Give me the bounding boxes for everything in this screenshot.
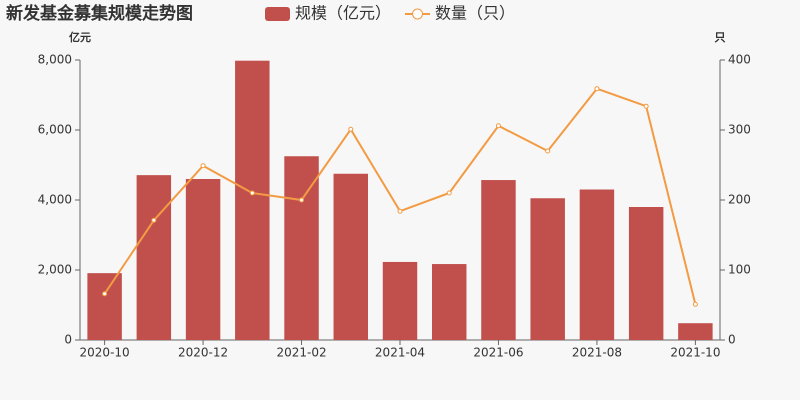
- line-point: [397, 208, 403, 214]
- x-tick-label: 2021-04: [375, 346, 425, 360]
- bar: [87, 273, 122, 340]
- line-point: [348, 126, 354, 132]
- bar: [432, 264, 467, 340]
- bar: [185, 179, 221, 340]
- line-point: [495, 123, 501, 129]
- legend-marker: [412, 8, 424, 20]
- x-tick-label: 2020-10: [80, 346, 130, 360]
- line-point: [200, 163, 206, 169]
- bar: [628, 207, 664, 340]
- bar: [284, 156, 319, 340]
- line-point: [102, 291, 108, 297]
- x-tick-label: 2021-10: [670, 346, 720, 360]
- x-tick-label: 2020-12: [178, 346, 228, 360]
- line-point: [545, 148, 551, 154]
- legend-marker: [265, 7, 290, 21]
- bar: [333, 173, 368, 340]
- y2-tick-label: 300: [728, 123, 751, 137]
- y-tick-label: 2,000: [38, 263, 72, 277]
- y-tick-label: 4,000: [38, 193, 72, 207]
- legend-label: 数量（只）: [435, 4, 515, 23]
- line-point: [299, 197, 305, 203]
- y2-tick-label: 400: [728, 53, 751, 67]
- legend-label: 规模（亿元）: [295, 4, 391, 23]
- line-point: [594, 86, 600, 92]
- line-point: [643, 103, 649, 109]
- y2-axis-label: 只: [715, 31, 726, 44]
- bar: [382, 261, 418, 340]
- y2-tick-label: 200: [728, 193, 751, 207]
- bar: [579, 189, 615, 340]
- line-point: [692, 301, 698, 307]
- line-point: [151, 217, 157, 223]
- chart-title: 新发基金募集规模走势图: [6, 3, 193, 24]
- x-tick-label: 2021-08: [572, 346, 622, 360]
- bar: [481, 180, 516, 340]
- y-tick-label: 0: [64, 333, 72, 347]
- x-tick-label: 2021-02: [276, 346, 326, 360]
- bar: [530, 198, 565, 340]
- y-axis-label: 亿元: [69, 30, 91, 44]
- y2-tick-label: 100: [728, 263, 751, 277]
- bar: [136, 175, 172, 340]
- line-point: [249, 190, 255, 196]
- y-tick-label: 8,000: [38, 53, 72, 67]
- x-tick-label: 2021-06: [473, 346, 523, 360]
- bar: [678, 323, 713, 340]
- line-point: [446, 190, 452, 196]
- y-tick-label: 6,000: [38, 123, 72, 137]
- bar: [235, 60, 270, 340]
- y2-tick-label: 0: [728, 333, 736, 347]
